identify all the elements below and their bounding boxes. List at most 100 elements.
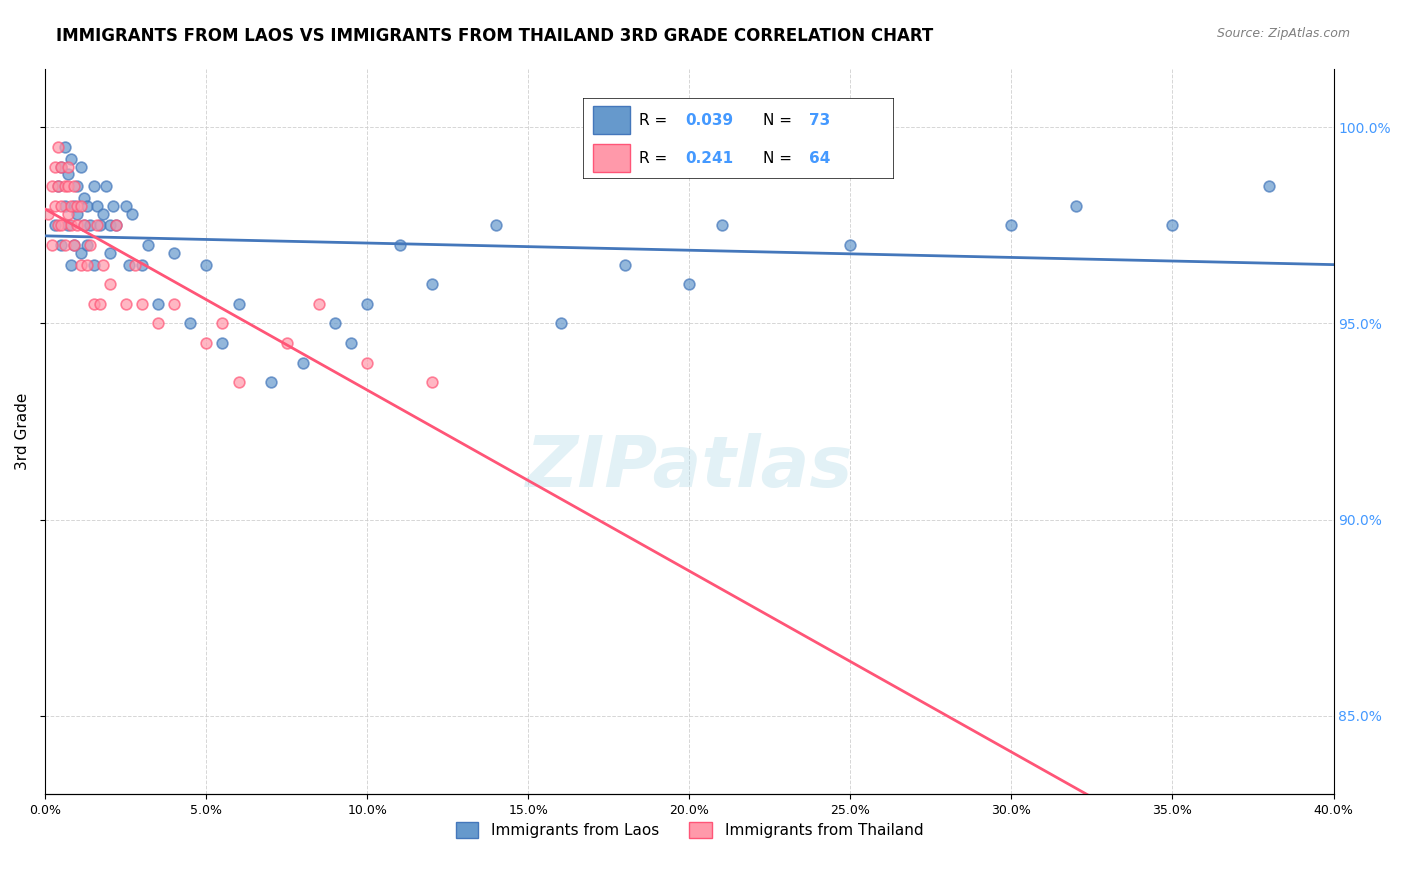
Immigrants from Laos (53, 199, 76, 213)
Immigrants from Thailand (56, 206, 79, 220)
Immigrants from Laos (228, 297, 250, 311)
Immigrants from Laos (323, 317, 346, 331)
Immigrants from Thailand (73, 219, 96, 233)
Immigrants from Thailand (69, 199, 91, 213)
Immigrants from Thailand (356, 356, 378, 370)
Immigrants from Thailand (83, 297, 105, 311)
Immigrants from Thailand (86, 219, 108, 233)
Immigrants from Laos (60, 152, 83, 166)
Immigrants from Laos (195, 258, 218, 272)
Bar (593, 144, 630, 172)
Bar (593, 106, 630, 134)
Immigrants from Laos (83, 179, 105, 194)
Immigrants from Laos (114, 199, 136, 213)
Text: N =: N = (763, 151, 797, 166)
Immigrants from Thailand (41, 179, 63, 194)
Immigrants from Laos (163, 245, 186, 260)
Immigrants from Thailand (53, 179, 76, 194)
Immigrants from Laos (678, 277, 700, 292)
Immigrants from Thailand (124, 258, 146, 272)
Immigrants from Laos (53, 140, 76, 154)
Immigrants from Thailand (308, 297, 330, 311)
Immigrants from Laos (138, 238, 160, 252)
Immigrants from Laos (179, 317, 201, 331)
Immigrants from Laos (614, 258, 637, 272)
Immigrants from Thailand (46, 219, 69, 233)
Immigrants from Thailand (41, 238, 63, 252)
Immigrants from Laos (63, 199, 86, 213)
Immigrants from Thailand (146, 317, 169, 331)
Immigrants from Laos (44, 219, 66, 233)
Immigrants from Laos (485, 219, 508, 233)
Immigrants from Laos (96, 179, 118, 194)
Immigrants from Laos (79, 219, 101, 233)
Immigrants from Thailand (91, 258, 114, 272)
Immigrants from Laos (356, 297, 378, 311)
Immigrants from Thailand (114, 297, 136, 311)
Immigrants from Laos (56, 219, 79, 233)
Text: IMMIGRANTS FROM LAOS VS IMMIGRANTS FROM THAILAND 3RD GRADE CORRELATION CHART: IMMIGRANTS FROM LAOS VS IMMIGRANTS FROM … (56, 27, 934, 45)
Immigrants from Laos (89, 219, 111, 233)
Immigrants from Laos (121, 206, 143, 220)
Immigrants from Thailand (46, 140, 69, 154)
Immigrants from Thailand (69, 258, 91, 272)
Immigrants from Laos (340, 336, 363, 351)
Immigrants from Laos (1258, 179, 1281, 194)
Immigrants from Thailand (60, 199, 83, 213)
Immigrants from Laos (260, 376, 283, 390)
Immigrants from Thailand (228, 376, 250, 390)
Immigrants from Laos (98, 219, 121, 233)
Text: R =: R = (640, 151, 672, 166)
Immigrants from Laos (118, 258, 141, 272)
Immigrants from Laos (550, 317, 572, 331)
Text: 73: 73 (810, 113, 831, 128)
Immigrants from Laos (86, 199, 108, 213)
Text: N =: N = (763, 113, 797, 128)
Immigrants from Thailand (98, 277, 121, 292)
Immigrants from Thailand (51, 160, 73, 174)
Immigrants from Thailand (44, 160, 66, 174)
Immigrants from Thailand (89, 297, 111, 311)
Immigrants from Laos (63, 238, 86, 252)
Text: 0.039: 0.039 (686, 113, 734, 128)
Immigrants from Laos (66, 206, 89, 220)
Immigrants from Laos (839, 238, 862, 252)
Immigrants from Laos (710, 219, 733, 233)
Immigrants from Thailand (420, 376, 443, 390)
Immigrants from Laos (76, 199, 98, 213)
Text: 64: 64 (810, 151, 831, 166)
Immigrants from Thailand (44, 199, 66, 213)
Text: Source: ZipAtlas.com: Source: ZipAtlas.com (1216, 27, 1350, 40)
Immigrants from Laos (1064, 199, 1087, 213)
Immigrants from Thailand (163, 297, 186, 311)
Immigrants from Laos (66, 179, 89, 194)
Immigrants from Thailand (63, 179, 86, 194)
Immigrants from Thailand (63, 238, 86, 252)
Immigrants from Thailand (46, 179, 69, 194)
Immigrants from Thailand (37, 206, 59, 220)
Immigrants from Thailand (53, 238, 76, 252)
Immigrants from Laos (46, 179, 69, 194)
Immigrants from Thailand (56, 160, 79, 174)
Immigrants from Thailand (105, 219, 128, 233)
Immigrants from Laos (56, 168, 79, 182)
Immigrants from Laos (76, 238, 98, 252)
Text: 0.241: 0.241 (686, 151, 734, 166)
Immigrants from Laos (69, 160, 91, 174)
Immigrants from Laos (211, 336, 233, 351)
Immigrants from Thailand (76, 258, 98, 272)
Immigrants from Laos (420, 277, 443, 292)
Immigrants from Thailand (56, 179, 79, 194)
Immigrants from Laos (1161, 219, 1184, 233)
Immigrants from Laos (60, 258, 83, 272)
Immigrants from Laos (131, 258, 153, 272)
Immigrants from Laos (91, 206, 114, 220)
Text: R =: R = (640, 113, 672, 128)
Immigrants from Laos (73, 191, 96, 205)
Immigrants from Laos (98, 245, 121, 260)
Immigrants from Thailand (211, 317, 233, 331)
Immigrants from Thailand (51, 199, 73, 213)
Immigrants from Laos (146, 297, 169, 311)
Immigrants from Thailand (131, 297, 153, 311)
Immigrants from Thailand (60, 219, 83, 233)
